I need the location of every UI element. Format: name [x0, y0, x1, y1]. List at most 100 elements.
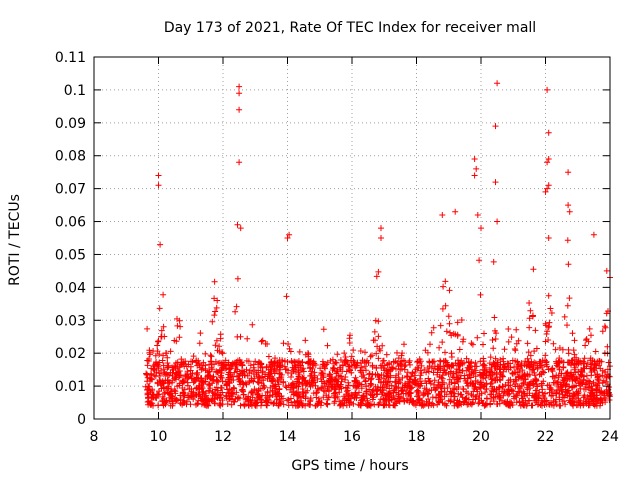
data-point	[144, 325, 151, 332]
y-axis-label: ROTI / TECUs	[7, 194, 23, 286]
data-point	[276, 386, 283, 393]
data-point	[352, 364, 359, 371]
data-point	[336, 402, 343, 409]
y-tick-labels: 0 0.01 0.02 0.03 0.04 0.05 0.06 0.07 0.08 0.09 0.1…	[55, 50, 86, 428]
data-point	[528, 358, 535, 365]
data-point	[423, 369, 430, 376]
data-point	[180, 379, 187, 386]
data-point	[272, 355, 278, 362]
data-point	[469, 400, 475, 407]
data-point	[496, 384, 503, 391]
data-point	[605, 373, 612, 380]
data-point	[496, 394, 503, 401]
data-point	[308, 368, 314, 375]
data-point	[164, 354, 171, 361]
data-point	[375, 333, 382, 340]
y-tick-label: 0.08	[55, 149, 86, 165]
data-point	[172, 397, 179, 404]
data-point	[369, 363, 376, 370]
data-point	[530, 312, 536, 319]
data-point	[567, 398, 574, 405]
data-point	[228, 401, 235, 408]
data-point	[566, 208, 573, 215]
data-point	[416, 375, 423, 382]
data-point	[604, 343, 611, 350]
data-point	[536, 371, 543, 378]
data-point	[430, 324, 437, 331]
x-axis-label: GPS time / hours	[291, 458, 408, 474]
data-point	[586, 400, 593, 407]
data-point	[516, 388, 523, 395]
data-point	[476, 399, 483, 406]
data-point	[414, 387, 421, 394]
data-point	[490, 258, 497, 265]
data-point	[530, 266, 537, 273]
data-point	[147, 389, 154, 396]
data-point	[534, 401, 541, 408]
data-point	[218, 374, 225, 381]
data-point	[286, 231, 293, 238]
data-point	[570, 347, 577, 354]
data-point	[513, 378, 520, 384]
data-point	[148, 375, 154, 382]
data-point	[428, 387, 435, 393]
data-point	[425, 375, 432, 382]
data-point	[487, 354, 494, 361]
data-point	[476, 257, 483, 264]
data-point	[177, 400, 184, 407]
data-point	[184, 375, 190, 382]
data-point	[313, 394, 320, 401]
data-point	[248, 389, 255, 396]
data-point	[418, 362, 425, 369]
data-point	[297, 394, 303, 401]
data-point	[187, 367, 194, 374]
data-point	[532, 327, 539, 334]
data-point	[167, 402, 174, 409]
data-point	[525, 397, 532, 404]
data-point	[207, 358, 214, 365]
data-point	[379, 342, 386, 349]
data-point	[459, 394, 466, 401]
data-point	[491, 314, 498, 321]
data-point	[152, 352, 159, 359]
data-point	[399, 350, 406, 357]
data-point	[144, 399, 151, 405]
x-tick-label: 18	[408, 429, 426, 445]
data-point	[252, 358, 259, 365]
data-point	[167, 348, 174, 355]
data-point	[412, 378, 419, 385]
x-tick-labels: 8 10 12 14 16 18 20 22 24	[90, 429, 619, 445]
data-point	[548, 401, 555, 408]
data-point	[153, 391, 160, 398]
data-point	[285, 341, 292, 347]
data-point	[512, 383, 519, 390]
data-point	[288, 399, 295, 406]
data-point	[320, 370, 326, 377]
data-point	[217, 331, 224, 338]
data-point	[505, 391, 512, 398]
data-point	[569, 395, 576, 402]
data-point	[255, 388, 262, 395]
data-point	[236, 90, 243, 97]
data-point	[274, 389, 281, 396]
data-point	[144, 387, 150, 393]
data-point	[497, 369, 504, 376]
data-point	[193, 385, 200, 392]
data-point	[565, 261, 572, 268]
data-point	[345, 379, 352, 386]
data-point	[558, 370, 565, 377]
data-point	[589, 357, 596, 364]
data-point	[520, 379, 527, 386]
data-point	[210, 377, 217, 384]
data-point	[285, 382, 292, 389]
data-point	[240, 381, 247, 388]
data-point	[601, 392, 607, 399]
data-point	[443, 391, 450, 398]
data-point	[507, 401, 514, 408]
data-point	[331, 398, 338, 405]
data-point	[299, 359, 306, 365]
data-point	[311, 360, 318, 367]
data-point	[586, 393, 593, 400]
data-point	[362, 349, 368, 356]
data-point	[243, 366, 250, 373]
